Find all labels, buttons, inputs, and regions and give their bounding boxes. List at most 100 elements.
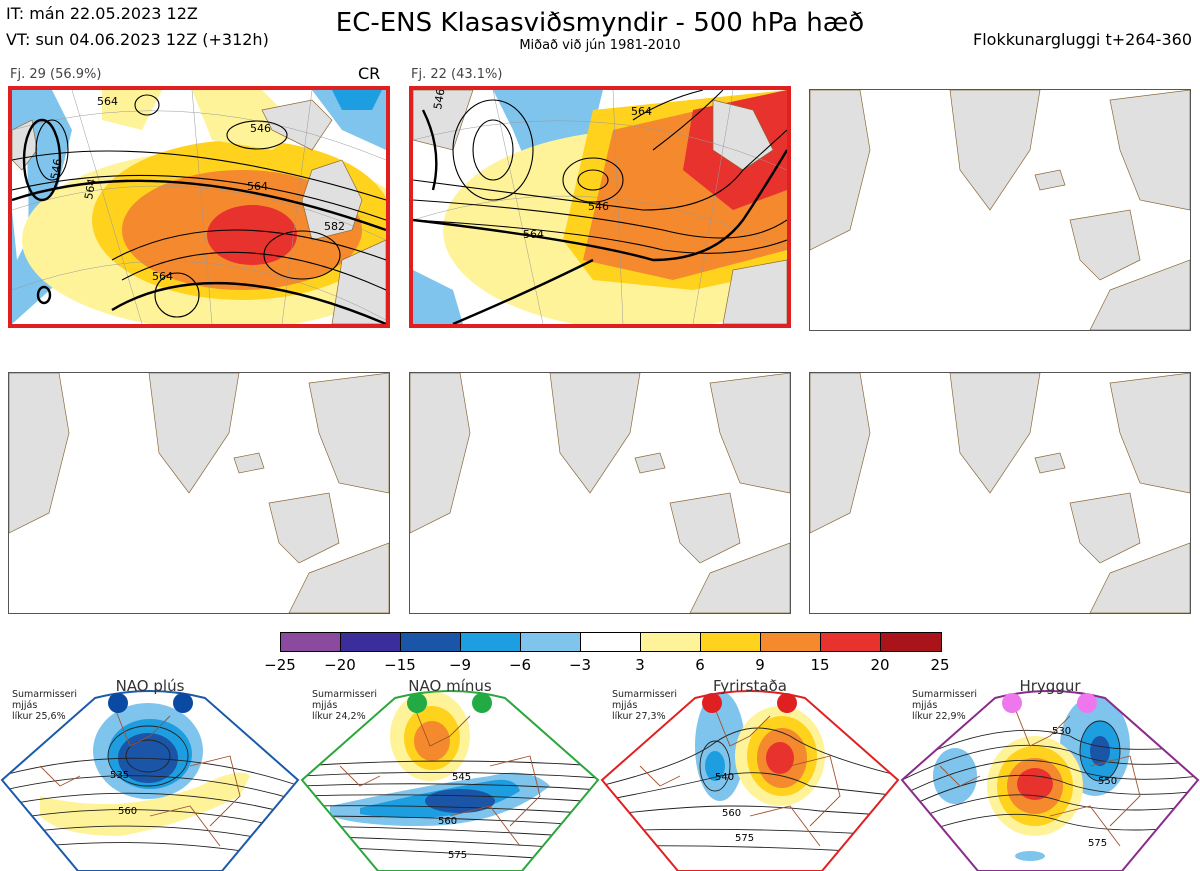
- regime-nao-minus[interactable]: 545 560 575 NAO mínus Sumarmisseri mjjás…: [300, 676, 600, 871]
- colorbar-tick: −3: [568, 656, 592, 674]
- valid-time: VT: sun 04.06.2023 12Z (+312h): [6, 30, 269, 49]
- regime-dot-2: [1077, 693, 1097, 713]
- empty-map-graphic: [810, 90, 1190, 330]
- regime-blocking-map: 540 560 575: [600, 690, 900, 871]
- empty-map-graphic: [410, 373, 790, 613]
- contour-label: 575: [448, 850, 467, 861]
- cluster-map-2[interactable]: 564 546 564 546: [409, 86, 791, 328]
- contour-label: 535: [110, 770, 129, 781]
- anomaly-colorbar: [280, 632, 942, 652]
- colorbar-tick: 9: [755, 656, 765, 674]
- colorbar-swatch: [761, 633, 821, 651]
- cluster-map-1[interactable]: 564 546 564 564 582 564 546: [8, 86, 390, 328]
- contour-label: 582: [324, 220, 345, 233]
- cluster-map-6[interactable]: [809, 372, 1191, 614]
- regime-dot-2: [777, 693, 797, 713]
- contour-label: 560: [722, 808, 741, 819]
- empty-map-graphic: [9, 373, 389, 613]
- regime-title: NAO mínus: [408, 677, 492, 695]
- contour-label: 546: [588, 200, 609, 213]
- colorbar-swatch: [641, 633, 701, 651]
- colorbar-swatch: [821, 633, 881, 651]
- cluster-map-3[interactable]: [809, 89, 1191, 331]
- cluster-1-label: Fj. 29 (56.9%): [10, 67, 102, 82]
- regime-title: Fyrirstaða: [713, 677, 787, 695]
- page-title: EC-ENS Klasasviðsmyndir - 500 hPa hæð: [335, 8, 865, 38]
- contour-label: 564: [247, 180, 268, 193]
- regime-border: [900, 690, 1200, 871]
- cluster-2-label: Fj. 22 (43.1%): [411, 67, 503, 82]
- regime-contour-labels: 535 560: [110, 770, 137, 817]
- contour-label: 550: [1098, 776, 1117, 787]
- cluster-map-5[interactable]: [409, 372, 791, 614]
- cluster-map-4[interactable]: [8, 372, 390, 614]
- colorbar-tick: −9: [448, 656, 472, 674]
- regime-border: [300, 690, 600, 871]
- regime-info: Sumarmisseri mjjás líkur 22,9%: [912, 689, 978, 722]
- regime-ridge-map: 530 550 575: [900, 690, 1200, 871]
- colorbar-tick: 3: [635, 656, 645, 674]
- contour-label: 546: [250, 122, 271, 135]
- page-subtitle: Miðað við jún 1981-2010: [519, 38, 681, 53]
- contour-label: 564: [97, 95, 118, 108]
- cluster-map-1-graphic: 564 546 564 564 582 564 546: [12, 90, 386, 324]
- colorbar-swatch: [341, 633, 401, 651]
- regime-contour-labels: 530 550 575: [1052, 726, 1117, 849]
- regime-dot-1: [108, 693, 128, 713]
- regime-title: NAO plús: [115, 677, 185, 695]
- regime-dot-1: [1002, 693, 1022, 713]
- contour-label: 560: [118, 806, 137, 817]
- regime-blocking[interactable]: 540 560 575 Fyrirstaða Sumarmisseri mjjá…: [600, 676, 900, 871]
- regime-info: Sumarmisseri mjjás líkur 27,3%: [612, 689, 678, 722]
- regime-border: [600, 690, 900, 871]
- contour-label: 564: [523, 228, 544, 241]
- colorbar-tick: −20: [324, 656, 356, 674]
- contour-label: 564: [631, 105, 652, 118]
- classification-window: Flokkunargluggi t+264-360: [973, 30, 1192, 49]
- regime-title: Hryggur: [1019, 677, 1081, 695]
- colorbar-tick: −25: [264, 656, 296, 674]
- initial-time: IT: mán 22.05.2023 12Z: [6, 4, 198, 23]
- regime-nao-plus[interactable]: 535 560 NAO plús Sumarmisseri mjjás líku…: [0, 676, 300, 871]
- colorbar-swatch: [881, 633, 941, 651]
- regime-dot-2: [472, 693, 492, 713]
- contour-label: 546: [431, 90, 447, 111]
- cluster-1-tag: CR: [358, 64, 381, 83]
- regime-dot-2: [173, 693, 193, 713]
- colorbar-swatch: [281, 633, 341, 651]
- regime-contour-labels: 540 560 575: [715, 772, 754, 844]
- colorbar-swatch: [581, 633, 641, 651]
- cluster-2-contour-labels: 564 546 564 546: [431, 90, 652, 241]
- regime-contour-labels: 545 560 575: [438, 772, 471, 861]
- contour-label: 530: [1052, 726, 1071, 737]
- cluster-map-2-graphic: 564 546 564 546: [413, 90, 787, 324]
- contour-label: 546: [48, 158, 64, 181]
- colorbar-tick: 25: [930, 656, 950, 674]
- contour-label: 575: [735, 833, 754, 844]
- regime-dot-1: [407, 693, 427, 713]
- empty-map-graphic: [810, 373, 1190, 613]
- contour-label: 575: [1088, 838, 1107, 849]
- colorbar-swatch: [521, 633, 581, 651]
- colorbar-swatch: [401, 633, 461, 651]
- colorbar-tick: 6: [695, 656, 705, 674]
- colorbar-tick: 20: [870, 656, 890, 674]
- colorbar-tick: 15: [810, 656, 830, 674]
- colorbar-swatch: [461, 633, 521, 651]
- contour-label: 545: [452, 772, 471, 783]
- regime-dot-1: [702, 693, 722, 713]
- colorbar-tick: −15: [384, 656, 416, 674]
- regime-info: Sumarmisseri mjjás líkur 24,2%: [312, 689, 378, 722]
- contour-label: 564: [82, 178, 98, 201]
- contour-label: 540: [715, 772, 734, 783]
- regime-border: [0, 690, 300, 871]
- contour-label: 564: [152, 270, 173, 283]
- regime-nao-minus-map: 545 560 575: [300, 690, 600, 871]
- colorbar-tick: −6: [508, 656, 532, 674]
- regime-info: Sumarmisseri mjjás líkur 25,6%: [12, 689, 78, 722]
- regime-ridge[interactable]: 530 550 575 Hryggur Sumarmisseri mjjás l…: [900, 676, 1200, 871]
- regime-nao-plus-map: 535 560: [0, 690, 300, 871]
- cluster-1-contour-labels: 564 546 564 564 582 564 546: [48, 95, 345, 283]
- colorbar-swatch: [701, 633, 761, 651]
- contour-label: 560: [438, 816, 457, 827]
